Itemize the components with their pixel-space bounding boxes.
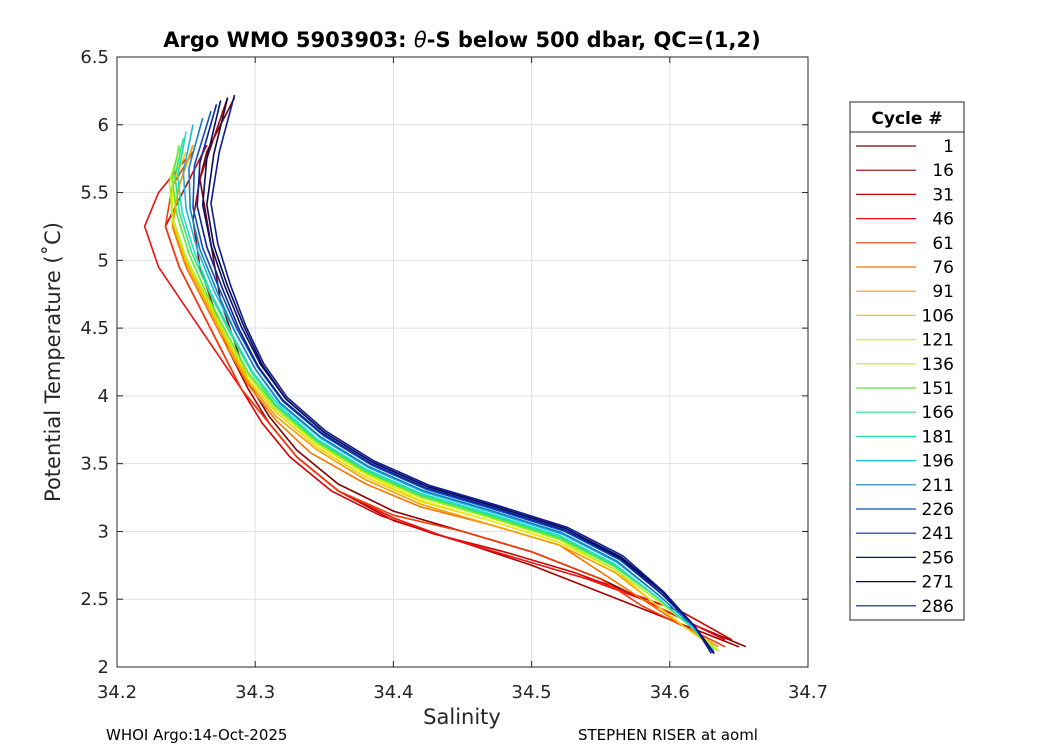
- legend-label: 31: [932, 185, 954, 205]
- legend-label: 166: [922, 403, 954, 423]
- series-line-cycle-91: [171, 144, 719, 648]
- series-line-cycle-136: [168, 148, 719, 652]
- y-tick-label: 2: [98, 657, 109, 678]
- legend-label: 271: [922, 573, 954, 593]
- legend-label: 46: [932, 210, 954, 230]
- y-tick-label: 3: [98, 521, 109, 542]
- x-axis-label: Salinity: [423, 705, 501, 729]
- series-line-cycle-286: [210, 94, 712, 654]
- legend-label: 241: [922, 524, 954, 544]
- footer-left: WHOI Argo:14-Oct-2025: [106, 726, 288, 744]
- series-line-cycle-211: [188, 117, 715, 654]
- y-tick-label: 5.5: [80, 183, 109, 204]
- y-tick-label: 5: [98, 250, 109, 271]
- legend-items: 1 16 31 46 61 76 91 106 121 136 151 166 181 196 211 226…: [856, 137, 954, 617]
- x-tick-label: 34.6: [650, 682, 690, 703]
- y-tick-label: 2.5: [80, 589, 109, 610]
- series-line-cycle-1: [199, 97, 747, 648]
- series-line-cycle-46: [143, 158, 726, 641]
- plot-frame: [116, 56, 809, 668]
- series-group: [143, 94, 747, 654]
- legend-label: 1: [943, 137, 954, 157]
- legend-label: 196: [922, 452, 954, 472]
- legend-label: 211: [922, 476, 954, 496]
- chart-title-suffix: -S below 500 dbar, QC=(1,2): [427, 28, 761, 52]
- chart-title: Argo WMO 5903903: θ-S below 500 dbar, QC…: [163, 28, 760, 52]
- series-line-cycle-241: [196, 104, 715, 654]
- y-tick-label: 3.5: [80, 454, 109, 475]
- x-tick-label: 34.5: [512, 682, 552, 703]
- legend-label: 226: [922, 500, 954, 520]
- series-line-cycle-16: [192, 97, 740, 648]
- x-tick-label: 34.7: [788, 682, 828, 703]
- legend-label: 136: [922, 355, 954, 375]
- legend: Cycle # 11631466176911061211361511661811…: [849, 101, 965, 621]
- series-line-cycle-196: [182, 124, 715, 654]
- chart-title-theta: θ: [414, 28, 427, 52]
- series-line-cycle-61: [164, 151, 726, 648]
- y-tick-label: 4.5: [80, 318, 109, 339]
- y-tick-label: 6.5: [80, 47, 109, 68]
- legend-title: Cycle #: [871, 109, 942, 129]
- y-tick-label: 6: [98, 115, 109, 136]
- chart-title-prefix: Argo WMO 5903903:: [163, 28, 414, 52]
- axis-ticks: 34.2 34.3 34.4 34.5 34.6 34.7 2 2.5 3 3.5 4 4.5 5 5.5…: [80, 47, 828, 703]
- legend-label: 151: [922, 379, 954, 399]
- legend-label: 121: [922, 331, 954, 351]
- legend-label: 286: [922, 597, 954, 617]
- x-tick-label: 34.4: [373, 682, 413, 703]
- legend-label: 106: [922, 306, 954, 326]
- series-line-cycle-271: [206, 97, 715, 654]
- x-tick-label: 34.2: [97, 682, 137, 703]
- series-line-cycle-181: [177, 131, 715, 652]
- legend-label: 91: [932, 282, 954, 302]
- legend-label: 61: [932, 234, 954, 254]
- series-line-cycle-106: [171, 151, 719, 652]
- x-tick-label: 34.3: [235, 682, 275, 703]
- legend-label: 76: [932, 258, 954, 278]
- legend-label: 181: [922, 427, 954, 447]
- footer-right: STEPHEN RISER at aoml: [578, 726, 758, 744]
- y-tick-label: 4: [98, 386, 109, 407]
- legend-label: 256: [922, 548, 954, 568]
- y-axis-label: Potential Temperature (˚C): [41, 222, 65, 502]
- legend-label: 16: [932, 161, 954, 181]
- series-line-cycle-76: [171, 144, 719, 648]
